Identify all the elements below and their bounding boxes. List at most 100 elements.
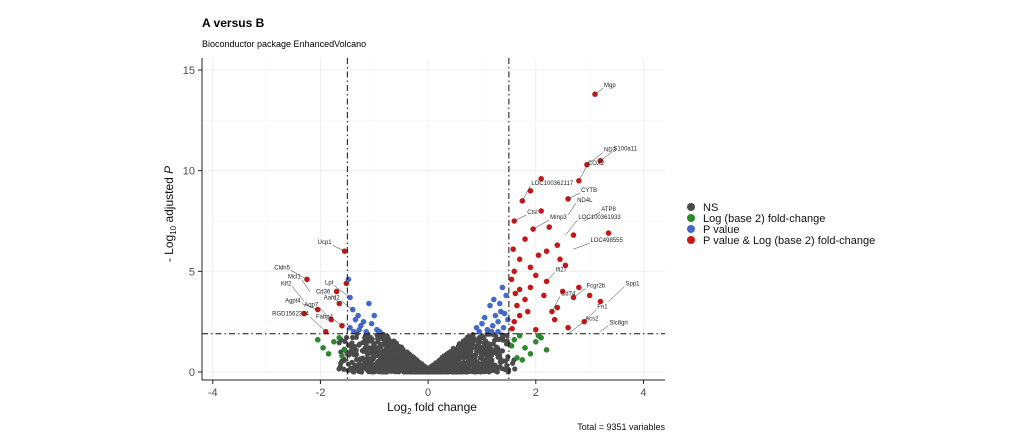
x-tick-label: -4 <box>208 387 218 399</box>
ns-point <box>440 366 446 372</box>
ns-point <box>473 352 479 358</box>
fcp-point <box>565 324 571 331</box>
ns-point <box>461 363 467 369</box>
ns-point <box>387 355 394 361</box>
gene-label-connector <box>594 88 604 95</box>
p-point <box>473 324 480 331</box>
fcp-point <box>586 292 593 299</box>
p-point <box>495 328 502 335</box>
gene-label: Mgp <box>604 83 616 89</box>
fcp-point <box>516 256 523 263</box>
fcp-point <box>543 248 550 255</box>
fcp-point <box>540 292 547 299</box>
fc-point <box>336 334 343 341</box>
fcp-point <box>524 308 531 315</box>
ns-point <box>489 357 495 363</box>
gene-label: Slc8gri <box>609 321 627 327</box>
ns-point <box>349 365 355 371</box>
fc-point <box>508 342 515 349</box>
gene-label-connector <box>333 285 351 298</box>
gene-label: Ifi27 <box>556 267 568 273</box>
ns-point <box>364 351 371 357</box>
axes: -4 -2 0 2 4 0 5 10 15 <box>183 58 665 399</box>
ns-point <box>375 336 381 342</box>
ns-point <box>476 334 483 341</box>
ns-point <box>411 368 418 374</box>
gene-label: Klf2 <box>281 282 292 288</box>
gene-label-connector <box>600 151 613 161</box>
gene-label: Ctsl <box>527 210 537 216</box>
ns-point <box>406 353 413 359</box>
ns-point <box>346 342 352 348</box>
gene-label: Mmp3 <box>550 215 567 221</box>
p-point <box>345 276 352 283</box>
ns-point <box>353 334 359 340</box>
gene-label: Aard2 <box>324 296 341 302</box>
legend-label-ns: NS <box>703 202 718 214</box>
gene-label: Acs2 <box>585 317 599 323</box>
fcp-point <box>538 208 545 214</box>
fcp-point <box>554 304 561 311</box>
fcp-point <box>532 326 539 333</box>
ns-point <box>485 342 491 348</box>
p-point <box>504 316 511 323</box>
fc-point <box>522 344 528 351</box>
ns-point <box>393 360 399 366</box>
gene-label: Cldn5 <box>274 265 290 271</box>
fcp-point <box>514 302 520 309</box>
ns-point <box>464 368 471 375</box>
ns-point <box>497 359 503 365</box>
x-tick-label: 4 <box>640 387 646 399</box>
fcp-point <box>535 252 542 259</box>
ns-point <box>364 347 370 353</box>
ns-point <box>351 352 357 358</box>
ns-point <box>455 343 462 349</box>
ns-point <box>479 353 485 359</box>
gene-label-connector <box>567 202 577 216</box>
p-point <box>503 292 510 299</box>
gene-label: CYTB <box>581 188 597 194</box>
ns-point <box>391 364 397 371</box>
gene-label-connector <box>301 279 310 292</box>
gene-label: S100a11 <box>613 147 637 153</box>
fc-point <box>320 344 327 351</box>
ns-point <box>472 343 478 350</box>
gene-label-connector <box>600 325 609 332</box>
p-point <box>490 296 497 303</box>
legend-label-fcp: P value & Log (base 2) fold-change <box>703 235 875 247</box>
gene-label-connector <box>340 300 353 310</box>
p-point <box>476 328 483 335</box>
fc-point <box>516 332 523 339</box>
chart-title: A versus B <box>202 16 265 30</box>
gene-label-connector <box>514 214 527 222</box>
ns-point <box>336 340 342 346</box>
legend-label-fc: Log (base 2) fold-change <box>703 213 825 225</box>
ns-point <box>360 339 366 346</box>
gene-label-connector <box>573 288 586 298</box>
p-point <box>347 324 353 331</box>
ns-point <box>356 342 362 348</box>
gene-label: RGD1562324 <box>272 312 309 318</box>
gene-label-connector <box>584 211 601 222</box>
p-point <box>492 312 499 319</box>
ns-point <box>505 369 511 375</box>
ns-point <box>470 356 477 362</box>
gene-label-connector <box>319 307 332 320</box>
ns-point <box>380 369 386 375</box>
y-tick-label: 5 <box>189 266 195 278</box>
fcp-point <box>527 284 534 291</box>
p-point <box>495 318 502 325</box>
ns-point <box>461 347 467 353</box>
ns-point <box>404 349 410 355</box>
fcp-point <box>557 256 563 263</box>
ns-point <box>386 360 392 367</box>
ns-point <box>367 338 373 344</box>
ns-point <box>451 347 457 353</box>
p-point <box>365 300 372 307</box>
ns-point <box>481 340 487 346</box>
gene-label: Aqp7 <box>304 303 319 309</box>
ns-point <box>376 360 383 366</box>
gene-label: Cd36 <box>316 290 331 296</box>
fc-point <box>514 354 520 361</box>
fcp-point <box>516 312 523 319</box>
